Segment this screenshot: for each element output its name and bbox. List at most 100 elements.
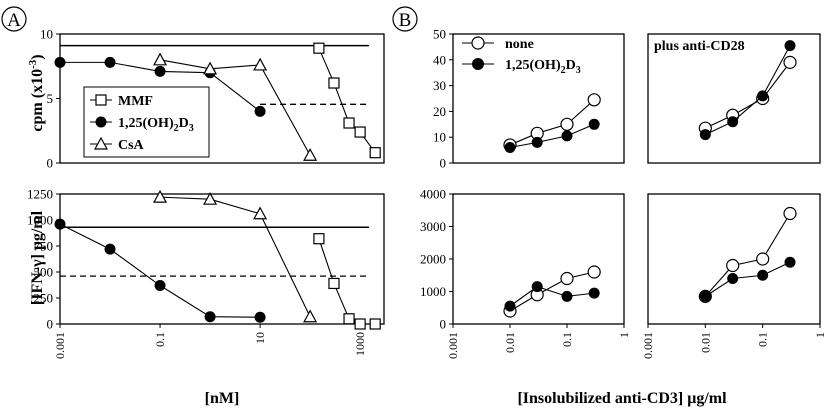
b-bottom-left-point-none — [560, 271, 574, 286]
b-bottom-right-point-1-25-oh-2d3 — [784, 256, 796, 268]
panel-label-b-text: B — [399, 10, 412, 31]
a-bottom-point-mmf — [343, 313, 355, 325]
b-bottom-right-x-tick-label: 0.1 — [756, 332, 770, 347]
a-bottom-y-tick-label: 1250 — [27, 187, 53, 202]
a-top-y-tick-label: 5 — [47, 91, 54, 106]
a-bottom-point-mmf — [328, 277, 340, 290]
b-top-left-series-line-none — [509, 99, 595, 146]
b-bottom-left-x-tick-label: 0.001 — [446, 332, 460, 359]
a-bottom-point-1-25-oh-2d3 — [204, 311, 216, 323]
a-bottom-y-tick-label: 250 — [34, 291, 54, 306]
b-top-left-frame — [452, 33, 625, 164]
panel-label-a-text: A — [7, 10, 21, 31]
a-top-y-tick-label: 0 — [47, 156, 54, 171]
b-top-right-point-none — [783, 55, 797, 69]
a-bottom-point-csa — [253, 206, 268, 220]
panel-label-a: A — [1, 6, 27, 32]
b-bottom-left-series-line-none — [509, 271, 595, 312]
b-bottom-right-x-tick-label: 1 — [813, 332, 827, 338]
b-bottom-left-y-tick-label: 3000 — [420, 219, 446, 234]
a-top-point-csa — [253, 57, 268, 71]
legend-a-item-mmf: MMF — [90, 94, 153, 109]
legend-a: MMF 1,25(OH)2D3 CsA — [83, 86, 210, 158]
b-top-left-y-tick-label: 20 — [433, 104, 446, 119]
open-square-marker-icon — [95, 94, 107, 106]
a-top-point-1-25-oh-2d3 — [154, 65, 166, 77]
a-bottom-x-tick-label: 0.1 — [153, 332, 167, 347]
b-bottom-right-point-1-25-oh-2d3 — [757, 269, 769, 281]
b-bottom-left-point-1-25-oh-2d3 — [531, 281, 543, 293]
a-bottom-point-1-25-oh-2d3 — [54, 218, 66, 230]
b-top-right-point-1-25-oh-2d3 — [727, 116, 739, 128]
b-bottom-right-point-none — [726, 258, 740, 273]
legend-b-item-none: none — [462, 36, 534, 52]
a-top-point-csa — [153, 52, 168, 66]
b-top-left-y-tick-label: 0 — [440, 156, 447, 171]
b-top-left-y-tick-label: 30 — [433, 78, 446, 93]
b-bottom-right-point-none — [783, 206, 797, 221]
b-top-right-series-line-none — [705, 62, 791, 129]
b-top-left-point-none — [587, 93, 601, 107]
b-top-left-point-none — [560, 117, 574, 131]
a-bottom-point-1-25-oh-2d3 — [104, 243, 116, 255]
legend-b-item-vitd: 1,25(OH)2D3 — [462, 58, 581, 76]
b-top-right-point-1-25-oh-2d3 — [699, 129, 711, 141]
a-bottom-series-line-1-25-oh-2d3 — [59, 223, 261, 318]
a-top-series-line-csa — [159, 59, 311, 156]
b-top-right-frame — [647, 33, 821, 164]
b-top-right-series-line-1-25-oh-2d3 — [705, 45, 791, 136]
b-top-left-point-1-25-oh-2d3 — [561, 130, 573, 142]
a-bottom-point-mmf — [313, 233, 325, 245]
b-bottom-left-frame — [452, 193, 625, 325]
a-bottom-point-mmf — [354, 318, 366, 330]
a-bottom-x-tick-label: 10 — [253, 332, 267, 344]
a-bottom-point-mmf — [369, 318, 381, 330]
b-bottom-right-point-1-25-oh-2d3 — [699, 290, 711, 302]
a-top-y-tick-label: 10 — [40, 27, 53, 42]
legend-a-item-vitd: 1,25(OH)2D3 — [90, 116, 194, 134]
a-top-point-mmf — [313, 42, 325, 54]
b-bottom-right-point-1-25-oh-2d3 — [727, 273, 739, 284]
a-top-point-1-25-oh-2d3 — [254, 105, 266, 117]
b-top-left-point-1-25-oh-2d3 — [588, 118, 600, 130]
filled-circle-marker-icon — [95, 116, 107, 128]
a-top-point-csa — [203, 61, 218, 75]
a-bottom-y-tick-label: 750 — [34, 239, 54, 254]
b-bottom-left-point-1-25-oh-2d3 — [561, 290, 573, 302]
b-top-left-point-1-25-oh-2d3 — [531, 136, 543, 148]
b-top-left-series-line-1-25-oh-2d3 — [509, 123, 595, 149]
a-bottom-y-tick-label: 1000 — [27, 213, 53, 228]
b-bottom-left-x-tick-label: 1 — [617, 332, 631, 338]
b-bottom-left-point-none — [587, 265, 601, 279]
open-triangle-marker-icon — [93, 136, 109, 150]
a-bottom-frame — [59, 193, 385, 325]
a-top-point-mmf — [343, 117, 355, 129]
b-bottom-right-x-tick-label: 0.01 — [698, 332, 712, 353]
legend-a-label-vitd: 1,25(OH)2D3 — [118, 116, 194, 134]
a-top-point-csa — [303, 148, 318, 161]
panel-label-b: B — [392, 6, 418, 32]
filled-circle-marker-icon — [472, 58, 484, 70]
a-bottom-point-1-25-oh-2d3 — [154, 280, 166, 292]
b-bottom-left-series-line-1-25-oh-2d3 — [509, 286, 595, 307]
b-top-left-point-1-25-oh-2d3 — [504, 142, 516, 154]
b-bottom-right-x-tick-label: 0.001 — [641, 332, 655, 359]
a-top-point-1-25-oh-2d3 — [104, 56, 116, 68]
b-top-left-y-tick-label: 50 — [433, 27, 446, 42]
legend-b: none 1,25(OH)2D3 — [462, 36, 581, 76]
b-bottom-right-frame — [647, 193, 821, 325]
a-top-series-line-mmf — [318, 47, 376, 154]
a-bottom-x-tick-label: 1000 — [353, 332, 367, 356]
a-x-axis-title: [nM] — [205, 390, 240, 407]
legend-a-label-mmf: MMF — [118, 94, 153, 109]
b-bottom-left-y-tick-label: 4000 — [420, 187, 446, 202]
a-top-point-mmf — [328, 77, 340, 89]
b-bottom-left-y-tick-label: 1000 — [420, 284, 446, 299]
a-bottom-series-line-csa — [160, 196, 311, 317]
a-bottom-x-tick-label: 0.001 — [53, 332, 67, 359]
a-bottom-point-csa — [203, 191, 218, 205]
a-top-point-mmf — [354, 126, 366, 138]
a-bottom-series-line-mmf — [318, 238, 376, 325]
